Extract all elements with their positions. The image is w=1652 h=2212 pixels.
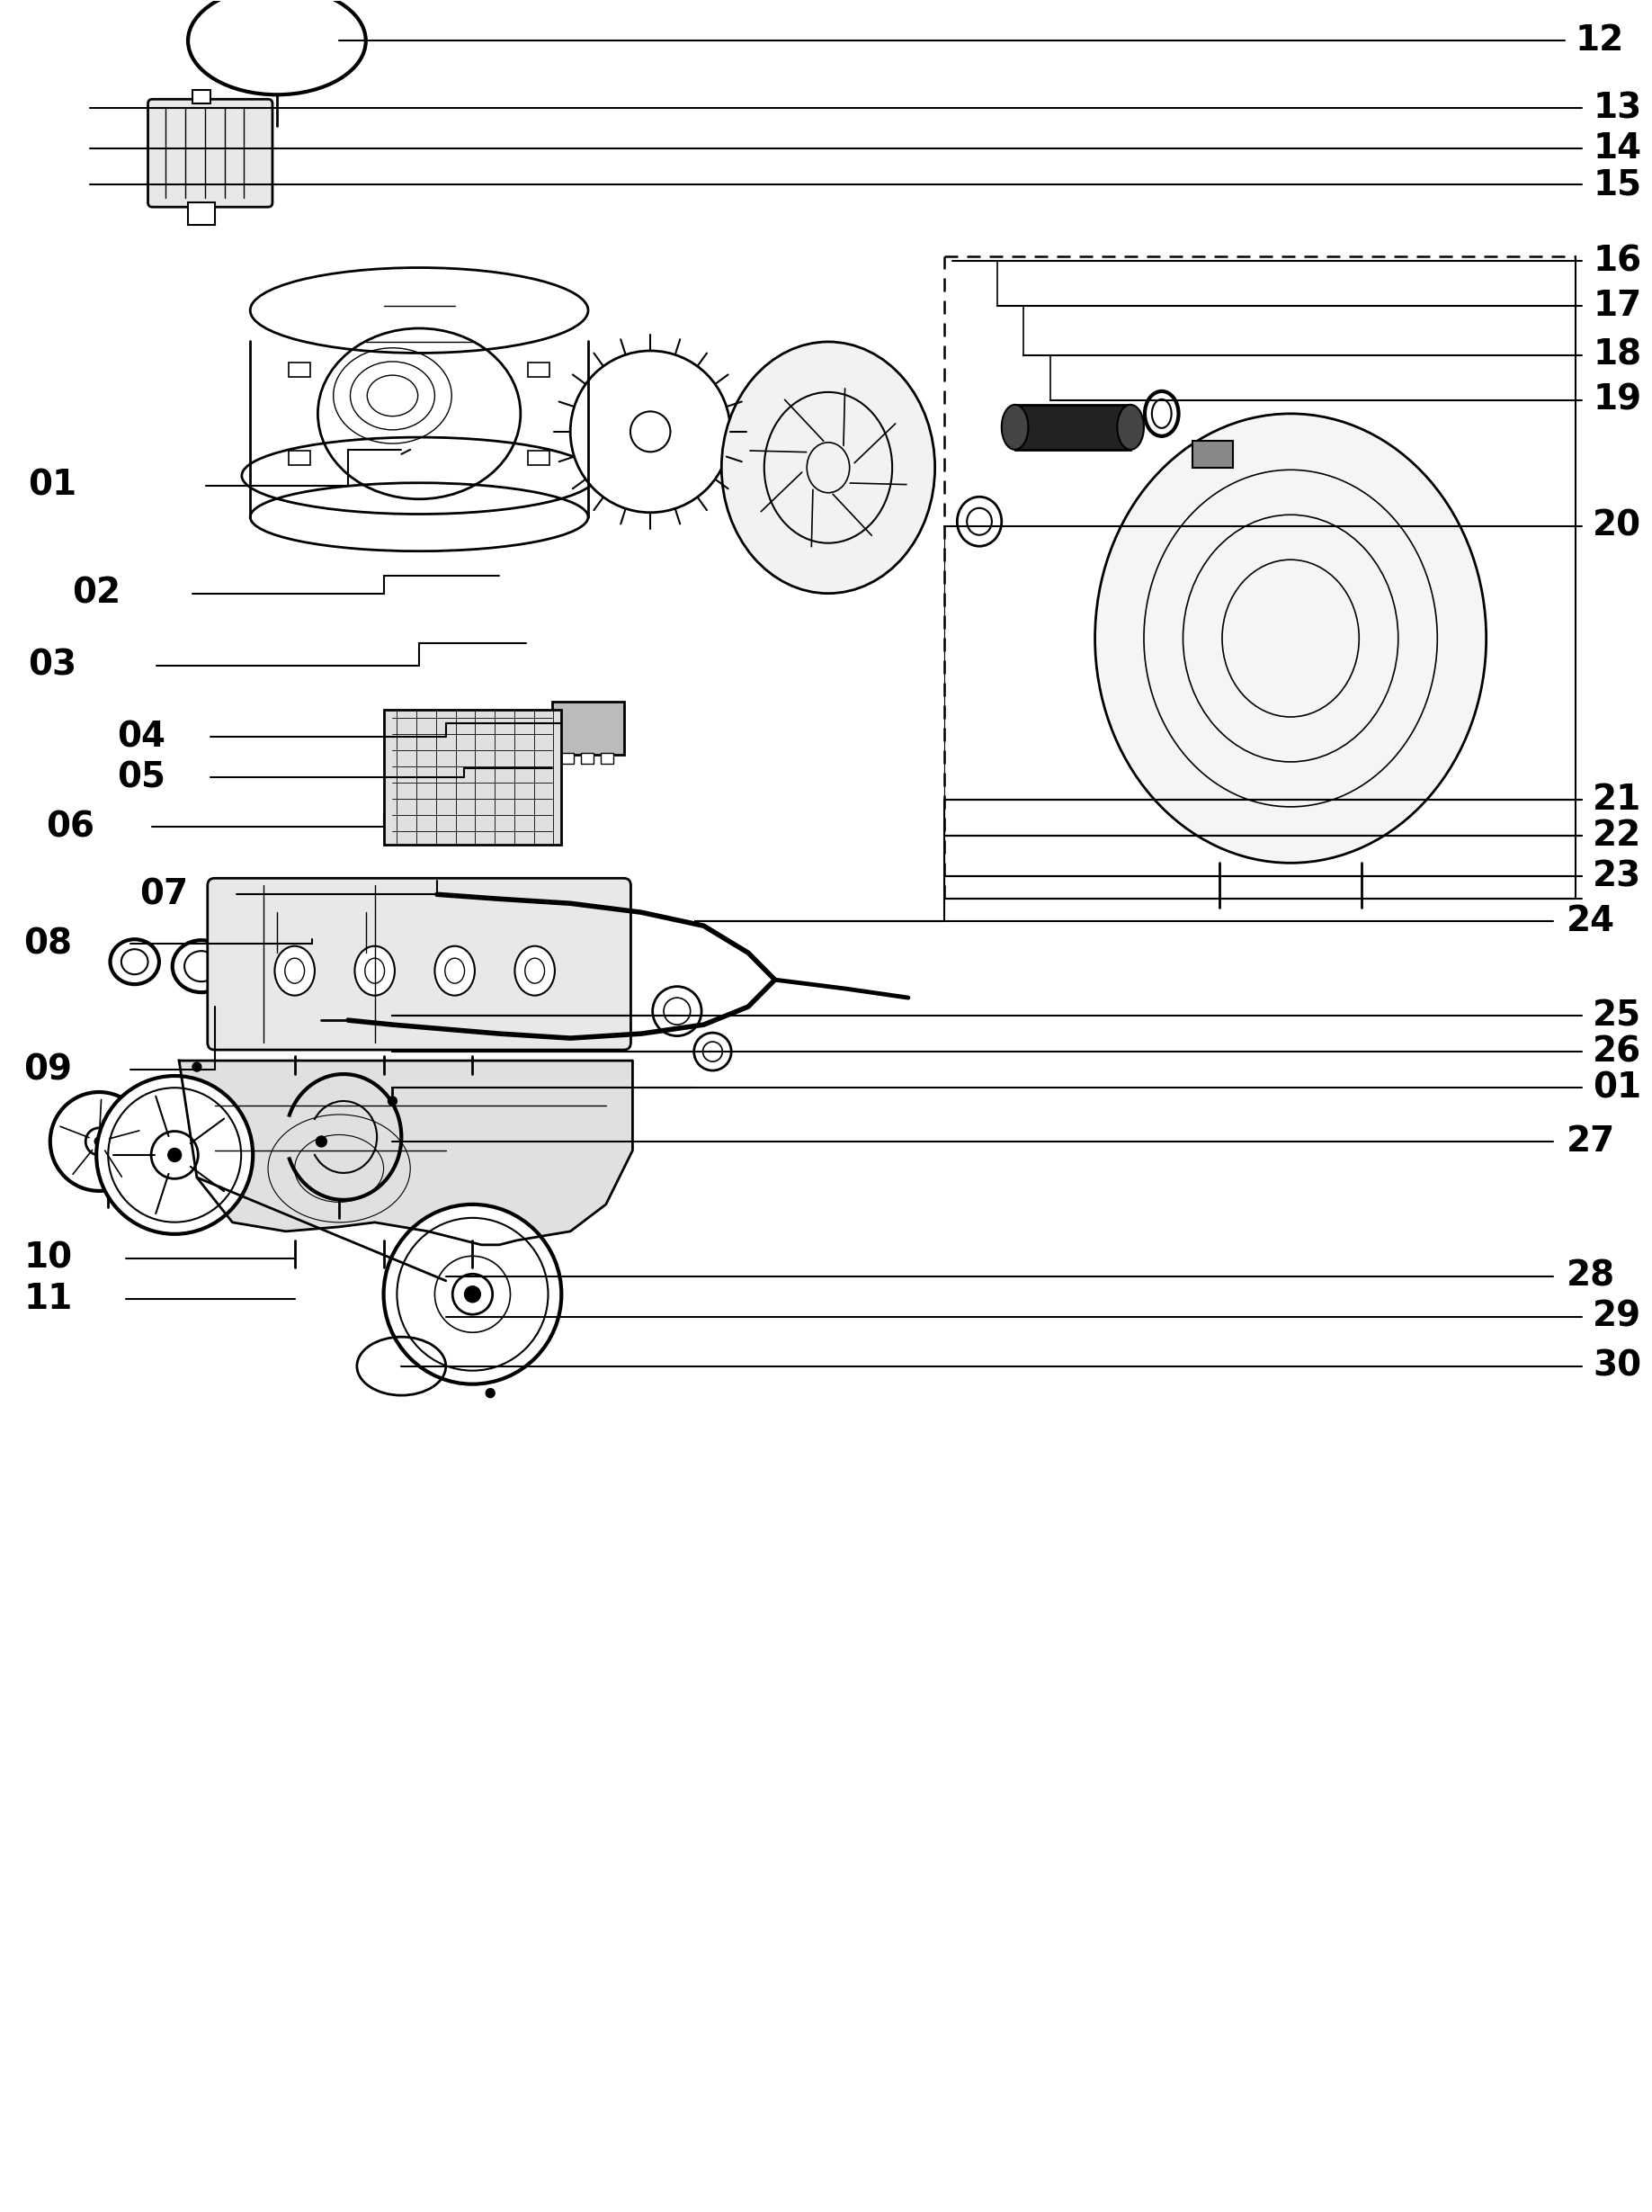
Text: 17: 17 xyxy=(1593,290,1642,323)
Bar xyxy=(299,1006,324,1033)
Ellipse shape xyxy=(1095,414,1487,863)
Bar xyxy=(582,754,593,763)
Text: 24: 24 xyxy=(1566,905,1616,938)
Bar xyxy=(289,363,311,376)
Bar xyxy=(601,754,613,763)
Ellipse shape xyxy=(464,1285,481,1303)
Bar xyxy=(552,701,624,754)
Ellipse shape xyxy=(383,1203,562,1385)
Polygon shape xyxy=(178,1060,633,1245)
Bar xyxy=(268,911,375,953)
Text: 28: 28 xyxy=(1566,1259,1616,1294)
Ellipse shape xyxy=(434,947,474,995)
Text: 08: 08 xyxy=(23,927,73,960)
Ellipse shape xyxy=(722,343,935,593)
Text: 29: 29 xyxy=(1593,1301,1642,1334)
Ellipse shape xyxy=(96,1075,253,1234)
Text: 13: 13 xyxy=(1593,91,1642,126)
Text: 04: 04 xyxy=(117,721,165,754)
Bar xyxy=(188,204,215,226)
Text: 12: 12 xyxy=(1574,24,1624,58)
Bar xyxy=(562,754,573,763)
Text: 07: 07 xyxy=(139,878,188,911)
Ellipse shape xyxy=(316,1137,327,1146)
Text: 23: 23 xyxy=(1593,858,1642,894)
Text: 27: 27 xyxy=(1566,1124,1616,1159)
Ellipse shape xyxy=(1001,405,1028,449)
Ellipse shape xyxy=(515,947,555,995)
Text: 25: 25 xyxy=(1593,998,1642,1033)
Ellipse shape xyxy=(570,352,730,513)
FancyBboxPatch shape xyxy=(149,100,273,208)
Text: 11: 11 xyxy=(23,1281,73,1316)
Ellipse shape xyxy=(50,1093,149,1190)
Ellipse shape xyxy=(192,1062,202,1071)
Bar xyxy=(192,91,210,104)
Ellipse shape xyxy=(486,1389,494,1398)
Text: 16: 16 xyxy=(1593,243,1642,279)
Bar xyxy=(529,363,550,376)
Bar xyxy=(383,710,562,845)
Ellipse shape xyxy=(274,947,314,995)
Bar xyxy=(529,451,550,465)
Text: 22: 22 xyxy=(1593,818,1642,854)
Text: 18: 18 xyxy=(1593,338,1642,372)
Text: 05: 05 xyxy=(117,761,165,794)
Bar xyxy=(289,451,311,465)
Text: 01: 01 xyxy=(28,469,76,502)
Bar xyxy=(1014,405,1130,449)
Text: 09: 09 xyxy=(23,1053,73,1086)
Ellipse shape xyxy=(169,1148,182,1161)
Ellipse shape xyxy=(1117,405,1143,449)
Text: 19: 19 xyxy=(1593,383,1642,418)
Ellipse shape xyxy=(94,1137,104,1146)
Text: 06: 06 xyxy=(46,810,94,845)
Text: 15: 15 xyxy=(1593,168,1642,201)
Ellipse shape xyxy=(355,947,395,995)
Bar xyxy=(1193,440,1232,467)
Text: 02: 02 xyxy=(73,577,121,611)
Text: 01: 01 xyxy=(1593,1071,1642,1104)
Text: 20: 20 xyxy=(1593,509,1642,544)
Text: 03: 03 xyxy=(28,648,76,681)
Ellipse shape xyxy=(388,1097,396,1106)
Ellipse shape xyxy=(438,1272,449,1285)
FancyBboxPatch shape xyxy=(208,878,631,1051)
Text: 30: 30 xyxy=(1593,1349,1642,1382)
Text: 21: 21 xyxy=(1593,783,1642,816)
Text: 10: 10 xyxy=(23,1241,73,1276)
Text: 26: 26 xyxy=(1593,1035,1642,1068)
Text: 14: 14 xyxy=(1593,131,1642,166)
